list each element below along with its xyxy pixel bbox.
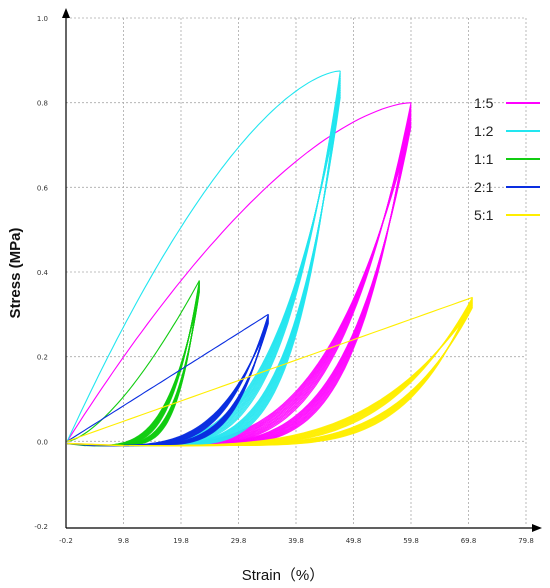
loading-cycle xyxy=(90,288,200,447)
x-tick-label: 9.8 xyxy=(118,537,129,545)
loading-cycle xyxy=(145,111,412,447)
first-loading-curve xyxy=(66,313,269,442)
y-axis-arrow xyxy=(62,8,70,18)
legend: 1:5 1:2 1:1 2:1 5:1 xyxy=(474,95,540,223)
x-tick-label: 59.8 xyxy=(403,537,419,545)
first-loading-curve xyxy=(67,296,473,442)
series-2:1 xyxy=(66,313,269,447)
loading-cycle xyxy=(143,70,341,447)
x-tick-label: 79.8 xyxy=(518,537,534,545)
loading-cycle xyxy=(179,297,474,447)
unloading-tail xyxy=(67,442,124,447)
legend-label: 1:1 xyxy=(474,151,494,167)
y-axis-label: Stress (MPa) xyxy=(7,228,24,319)
chart-axes xyxy=(62,8,542,532)
x-tick-labels: -0.2 9.8 19.8 29.8 39.8 49.8 59.8 69.8 79.8 xyxy=(59,537,534,545)
loading-cycle xyxy=(89,289,200,447)
plot-area xyxy=(66,70,474,447)
x-axis-label: Strain（%） xyxy=(242,567,325,584)
loading-cycle xyxy=(139,304,473,447)
series-1:5 xyxy=(66,102,412,447)
series-5:1 xyxy=(67,296,474,447)
first-loading-curve xyxy=(66,102,412,442)
y-tick-label: 0.8 xyxy=(37,100,48,108)
first-loading-curve xyxy=(67,280,200,442)
y-tick-labels: 1.0 0.8 0.6 0.4 0.2 0.0 -0.2 xyxy=(34,15,48,531)
loading-cycle xyxy=(158,104,412,447)
x-tick-label: 69.8 xyxy=(461,537,477,545)
legend-label: 5:1 xyxy=(474,207,494,223)
loading-cycle xyxy=(154,106,412,447)
y-tick-label: 0.6 xyxy=(37,184,49,192)
y-tick-label: 0.2 xyxy=(37,354,48,362)
legend-label: 1:5 xyxy=(474,95,494,111)
y-tick-label: 0.0 xyxy=(37,438,48,446)
y-tick-label: -0.2 xyxy=(34,523,48,531)
y-tick-label: 1.0 xyxy=(37,15,48,23)
x-tick-label: 49.8 xyxy=(346,537,362,545)
x-axis-arrow xyxy=(532,524,542,532)
first-loading-curve xyxy=(66,70,341,442)
legend-label: 2:1 xyxy=(474,179,494,195)
series-1:1 xyxy=(67,280,200,447)
y-tick-label: 0.4 xyxy=(37,269,49,277)
x-tick-label: 19.8 xyxy=(173,537,189,545)
x-tick-label: 39.8 xyxy=(288,537,304,545)
loading-cycle xyxy=(123,314,269,447)
grid-lines xyxy=(66,17,527,526)
loading-cycle xyxy=(149,108,412,447)
x-tick-label: 29.8 xyxy=(231,537,247,545)
legend-label: 1:2 xyxy=(474,123,494,139)
x-tick-label: -0.2 xyxy=(59,537,73,545)
loading-cycle xyxy=(134,305,473,447)
